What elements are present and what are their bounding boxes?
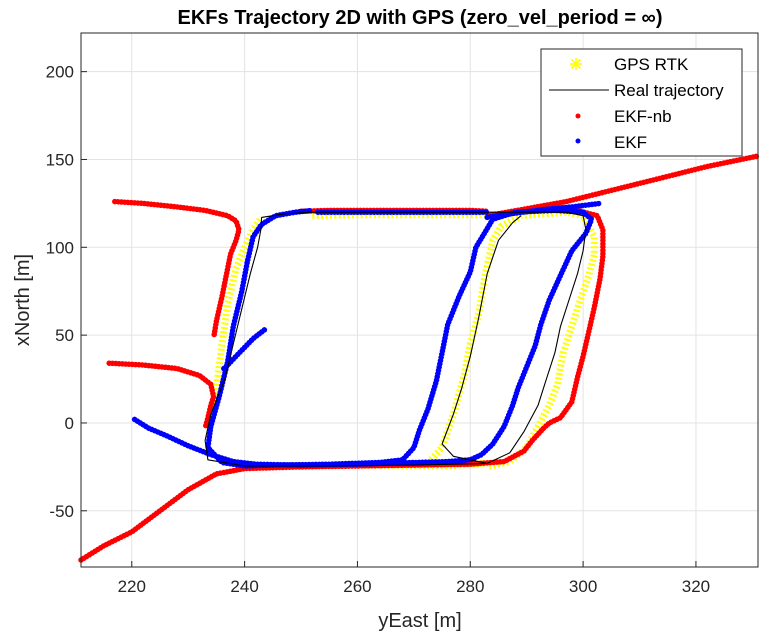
legend-ekf-nb-marker	[575, 113, 581, 119]
legend-label-ekf-nb: EKF-nb	[614, 107, 672, 126]
y-tick-label: 150	[46, 150, 74, 169]
y-tick-label: -50	[49, 502, 74, 521]
y-tick-label: 50	[55, 326, 74, 345]
series-gps-rtk-segment	[428, 208, 598, 471]
x-tick-label: 300	[569, 577, 597, 596]
series-real-trajectory-segment	[204, 211, 587, 467]
x-tick-label: 220	[118, 577, 146, 596]
legend: GPS RTK Real trajectory EKF-nb EKF	[540, 48, 743, 157]
legend-label-ekf: EKF	[614, 133, 647, 152]
x-tick-label: 240	[230, 577, 258, 596]
series-ekf-segment	[131, 207, 595, 469]
series-gps-rtk-segment	[202, 215, 265, 430]
series-real-trajectory-segment	[441, 215, 522, 464]
y-tick-label: 100	[46, 238, 74, 257]
x-tick-label: 260	[343, 577, 371, 596]
y-tick-label: 200	[46, 63, 74, 82]
x-tick-label: 320	[682, 577, 710, 596]
series-ekf-segment	[219, 327, 268, 374]
series-ekf-segment	[484, 200, 603, 221]
y-axis-label: xNorth [m]	[12, 254, 34, 346]
legend-ekf-marker	[575, 138, 581, 144]
series-ekf-nb-segment	[106, 360, 217, 431]
legend-label-gps-rtk: GPS RTK	[614, 55, 689, 74]
tick-labels: 220 240 260 280 300 320 -50 0 50 100 150 200	[46, 63, 711, 596]
x-tick-label: 280	[456, 577, 484, 596]
x-axis-label: yEast [m]	[378, 610, 461, 632]
legend-gps-marker	[570, 58, 582, 70]
series-ekf-nb-segment	[112, 198, 242, 338]
chart-title: EKFs Trajectory 2D with GPS (zero_vel_pe…	[178, 7, 663, 29]
y-tick-label: 0	[65, 414, 74, 433]
legend-label-real-trajectory: Real trajectory	[614, 81, 724, 100]
plot-frame	[80, 32, 759, 568]
series-layer	[78, 153, 761, 563]
series-real-trajectory	[204, 211, 587, 467]
legend-box	[540, 48, 743, 157]
